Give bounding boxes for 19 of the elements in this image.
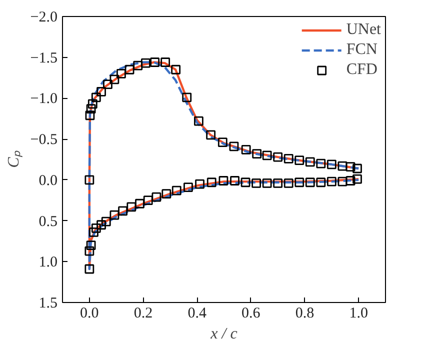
y-tick-label: −1.5	[30, 50, 58, 66]
x-tick-label: 0.0	[80, 306, 99, 322]
x-tick-label: 1.0	[349, 306, 368, 322]
y-axis-title: Cₚ	[5, 150, 22, 168]
x-tick-label: 0.2	[134, 306, 153, 322]
legend-label: UNet	[346, 21, 381, 39]
legend-label: CFD	[346, 61, 378, 79]
x-axis-title: x / c	[210, 326, 238, 342]
legend-label: FCN	[346, 41, 378, 59]
y-tick-label: −0.5	[30, 132, 58, 148]
y-tick-label: 0.0	[38, 172, 58, 189]
y-tick-label: −1.0	[30, 91, 58, 108]
y-tick-label: −2.0	[30, 10, 58, 26]
x-tick-label: 0.6	[242, 306, 261, 322]
y-tick-label: 1.5	[38, 296, 58, 312]
x-tick-label: 0.8	[295, 306, 314, 322]
y-tick-label: 1.0	[38, 254, 58, 271]
y-tick-label: 0.5	[38, 214, 58, 230]
x-tick-label: 0.4	[188, 306, 207, 322]
